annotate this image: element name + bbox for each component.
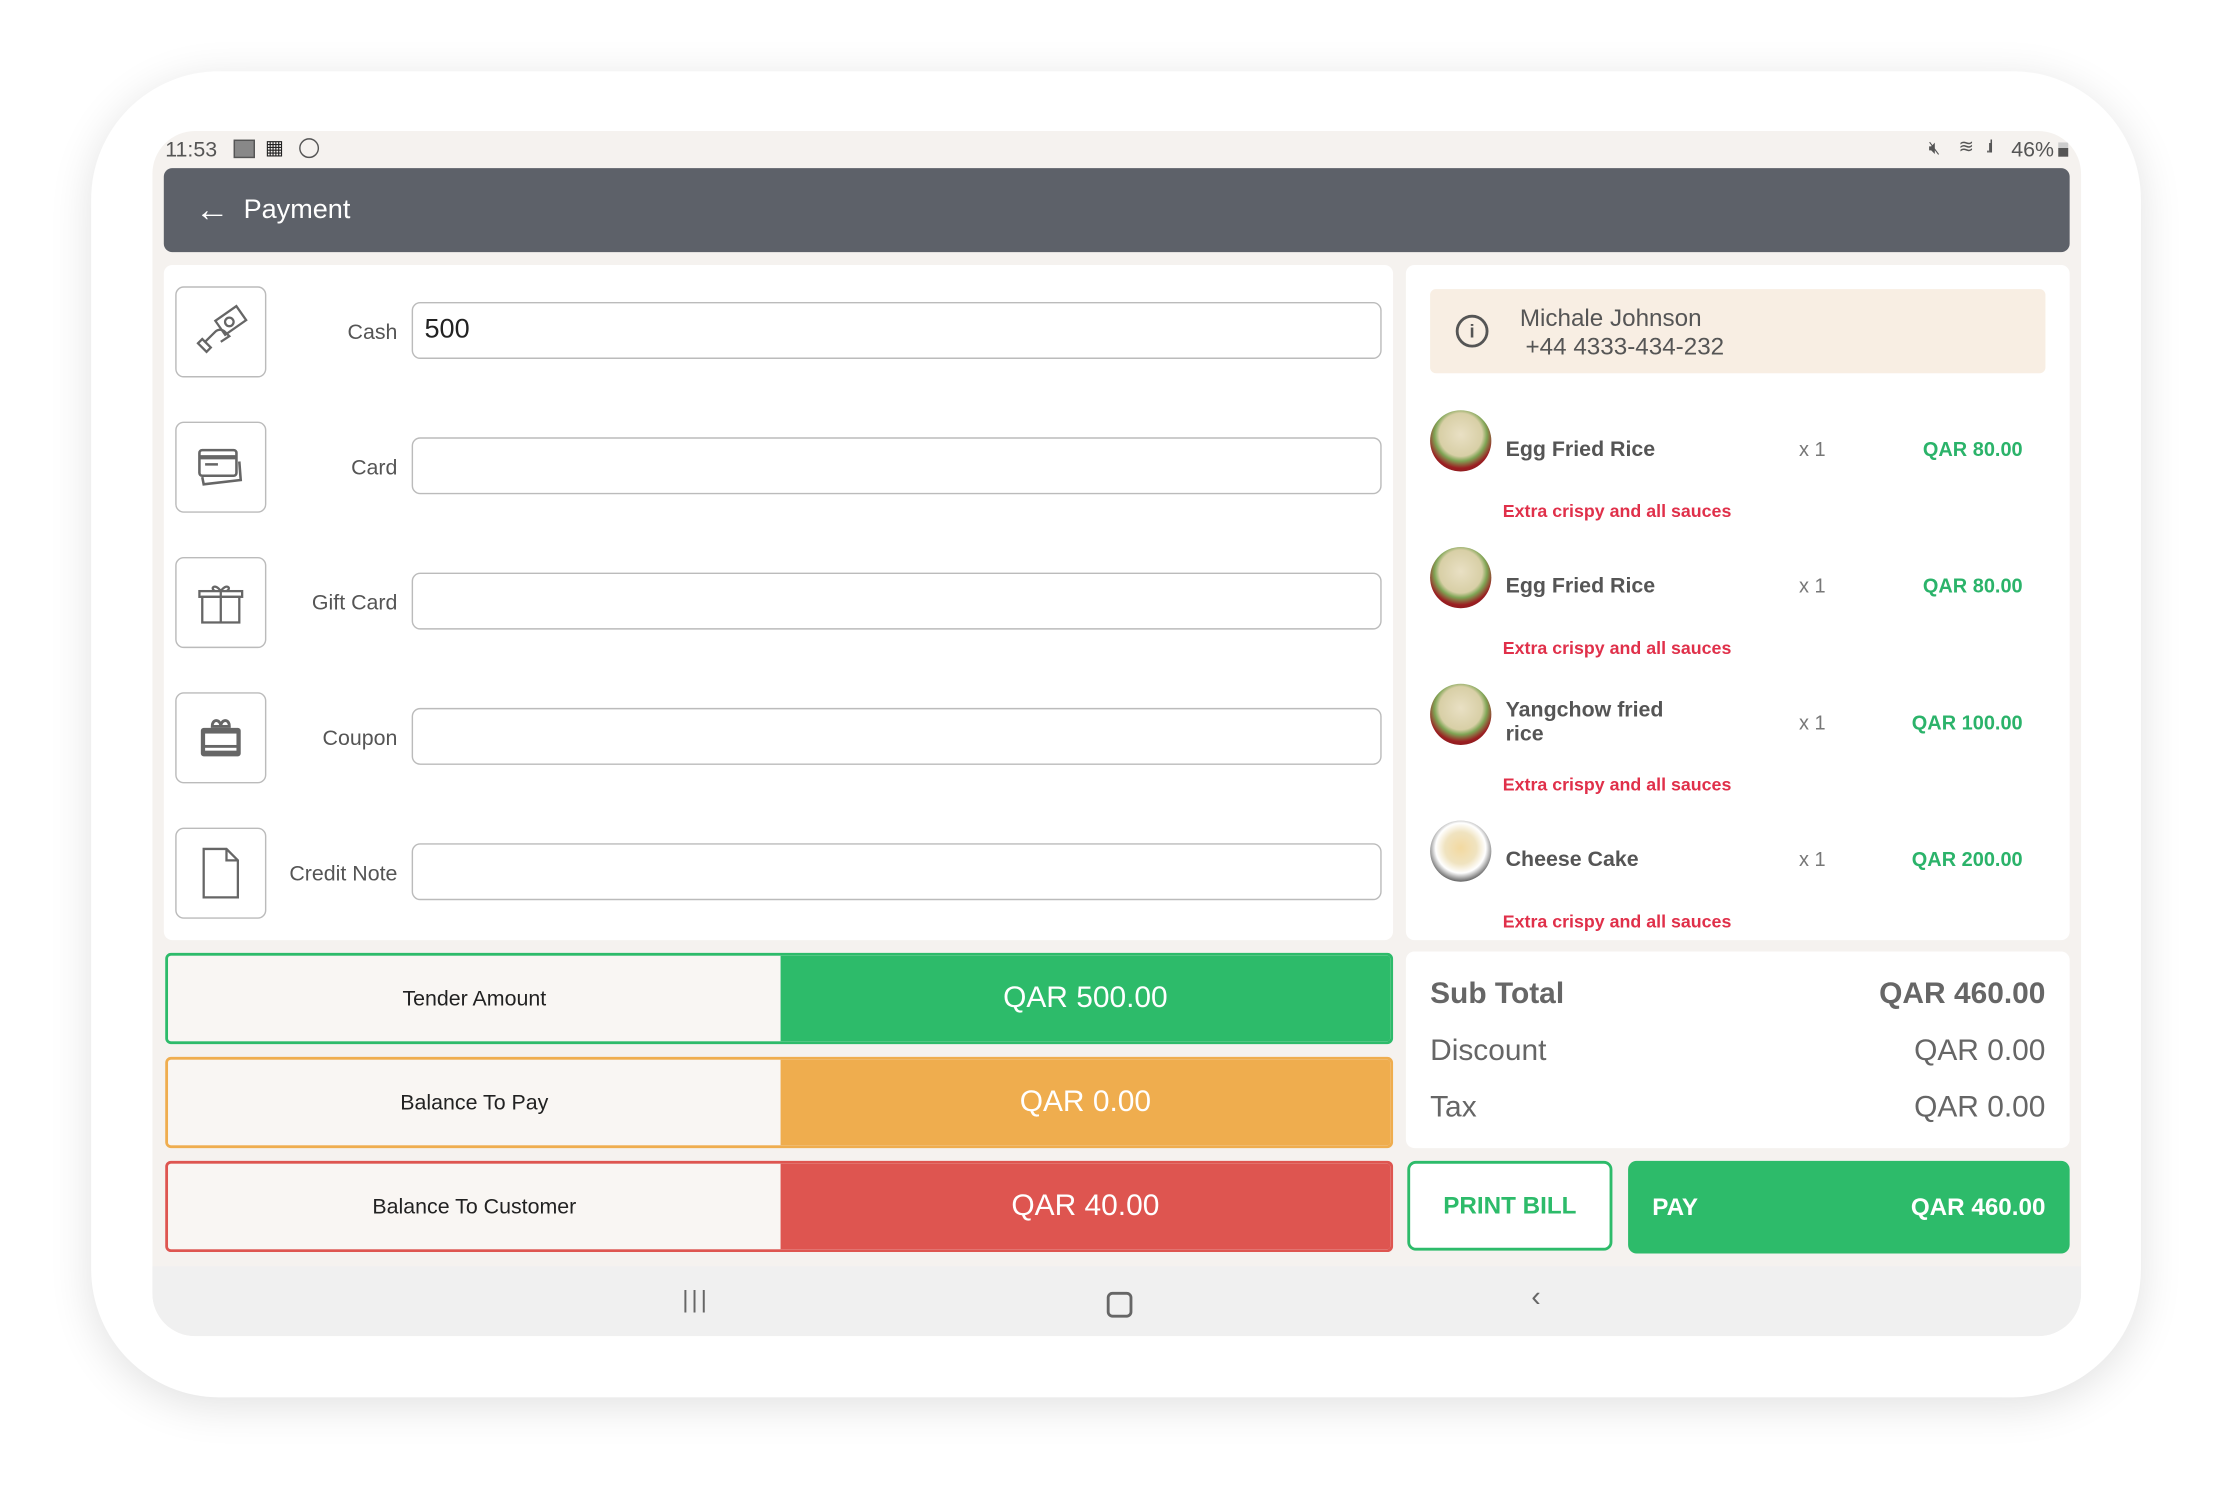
coupon-icon[interactable] (175, 692, 267, 784)
image-icon (233, 139, 255, 159)
item-image (1430, 546, 1492, 609)
item-image (1430, 683, 1492, 745)
payment-method-input[interactable] (411, 572, 1382, 630)
tax-label: Tax (1430, 1091, 1477, 1124)
page-title: Payment (243, 194, 351, 225)
club-badge-icon: ▦ (264, 135, 284, 159)
payment-method-label: Cash (347, 320, 398, 345)
summary-value: QAR 0.00 (780, 1059, 1391, 1146)
wifi-icon: ≋ (1958, 135, 1975, 157)
summary-row: Tender Amount QAR 500.00 (165, 952, 1394, 1045)
gift-icon[interactable] (175, 556, 267, 649)
mute-icon: 🔇︎ (1928, 136, 1941, 159)
payment-methods-panel: Cash Card Gift Card Coupon Credit Note (163, 264, 1394, 941)
item-name: Cheese Cake (1505, 847, 1639, 872)
payment-method-input[interactable] (411, 707, 1382, 765)
payment-method-input[interactable] (411, 843, 1382, 901)
summary-value: QAR 500.00 (780, 955, 1391, 1042)
order-item[interactable]: Yangchow fried rice x 1 QAR 100.00 Extra… (1430, 683, 2045, 812)
customer-name: Michale Johnson (1519, 304, 1702, 332)
item-image (1430, 820, 1492, 882)
back-icon[interactable]: ‹ (1531, 1281, 1541, 1314)
order-item[interactable]: Egg Fried Rice x 1 QAR 80.00 Extra crisp… (1430, 410, 2045, 538)
signal-icon: .ıl (1985, 136, 1994, 157)
pay-amount: QAR 460.00 (1910, 1192, 2046, 1220)
subtotal-row: Sub Total QAR 460.00 (1430, 977, 2045, 1011)
item-note: Extra crispy and all sauces (1502, 638, 1732, 659)
navigation-bar: ||| ‹ (152, 1266, 2082, 1337)
pay-label: PAY (1652, 1192, 1699, 1220)
item-name: Egg Fried Rice (1505, 437, 1656, 462)
tax-value: QAR 0.00 (1914, 1091, 2046, 1124)
item-note: Extra crispy and all sauces (1502, 911, 1732, 932)
recent-apps-icon[interactable]: ||| (682, 1286, 710, 1314)
discount-value: QAR 0.00 (1914, 1034, 2046, 1067)
summary-label: Balance To Pay (168, 1059, 781, 1146)
customer-card: i Michale Johnson +44 4333-434-232 (1430, 289, 2046, 374)
summary-label: Tender Amount (168, 955, 781, 1042)
document-icon[interactable] (175, 827, 267, 919)
subtotal-value: QAR 460.00 (1879, 977, 2046, 1010)
item-price: QAR 200.00 (1911, 847, 2023, 871)
summary-row: Balance To Pay QAR 0.00 (165, 1056, 1394, 1149)
item-qty: x 1 (1799, 574, 1826, 597)
order-panel: i Michale Johnson +44 4333-434-232 Egg F… (1405, 264, 2070, 941)
status-bar: 11:53 ▦ 🔇︎ ≋ .ıl 46% (152, 131, 2081, 168)
totals-panel: Sub Total QAR 460.00 Discount QAR 0.00 T… (1405, 951, 2070, 1149)
item-qty: x 1 (1799, 847, 1826, 871)
item-qty: x 1 (1799, 710, 1826, 734)
status-time: 11:53 (165, 138, 218, 163)
home-icon[interactable] (1106, 1291, 1133, 1318)
print-bill-button[interactable]: PRINT BILL (1407, 1160, 1613, 1251)
item-price: QAR 80.00 (1922, 574, 2023, 597)
info-icon: i (1455, 314, 1489, 348)
item-note: Extra crispy and all sauces (1502, 774, 1732, 795)
item-name: Yangchow fried rice (1505, 697, 1664, 747)
cash-hand-icon[interactable] (175, 286, 267, 378)
item-qty: x 1 (1799, 437, 1826, 461)
summary-value: QAR 40.00 (780, 1163, 1391, 1250)
item-name: Egg Fried Rice (1505, 574, 1656, 599)
pay-button[interactable]: PAY QAR 460.00 (1628, 1160, 2070, 1254)
discount-row: Discount QAR 0.00 (1430, 1034, 2045, 1068)
battery-text: 46% (2011, 138, 2055, 163)
payment-method-label: Credit Note (289, 861, 398, 886)
app-header: ← Payment (163, 168, 2070, 253)
payment-method-label: Card (351, 455, 398, 481)
item-price: QAR 100.00 (1911, 710, 2023, 734)
payment-method-label: Gift Card (311, 591, 398, 616)
order-item[interactable]: Cheese Cake x 1 QAR 200.00 Extra crispy … (1430, 820, 2045, 948)
screen: 11:53 ▦ 🔇︎ ≋ .ıl 46% ← Payment Cash Card (152, 131, 2082, 1337)
payment-method-input[interactable] (411, 437, 1382, 495)
summary-row: Balance To Customer QAR 40.00 (165, 1160, 1394, 1253)
credit-card-icon[interactable] (175, 421, 267, 513)
item-note: Extra crispy and all sauces (1502, 501, 1732, 522)
summary-label: Balance To Customer (168, 1163, 781, 1250)
subtotal-label: Sub Total (1430, 977, 1565, 1010)
tax-row: Tax QAR 0.00 (1430, 1091, 2045, 1125)
item-price: QAR 80.00 (1922, 437, 2023, 461)
arrow-left-icon[interactable]: ← (195, 190, 230, 229)
discount-label: Discount (1430, 1034, 1547, 1067)
customer-phone: +44 4333-434-232 (1525, 333, 1725, 361)
item-image (1430, 410, 1492, 472)
payment-method-input[interactable] (411, 301, 1382, 359)
battery-icon (2058, 142, 2069, 157)
payment-method-label: Coupon (322, 726, 398, 751)
do-not-disturb-icon (299, 138, 320, 159)
order-item[interactable]: Egg Fried Rice x 1 QAR 80.00 Extra crisp… (1430, 546, 2045, 675)
